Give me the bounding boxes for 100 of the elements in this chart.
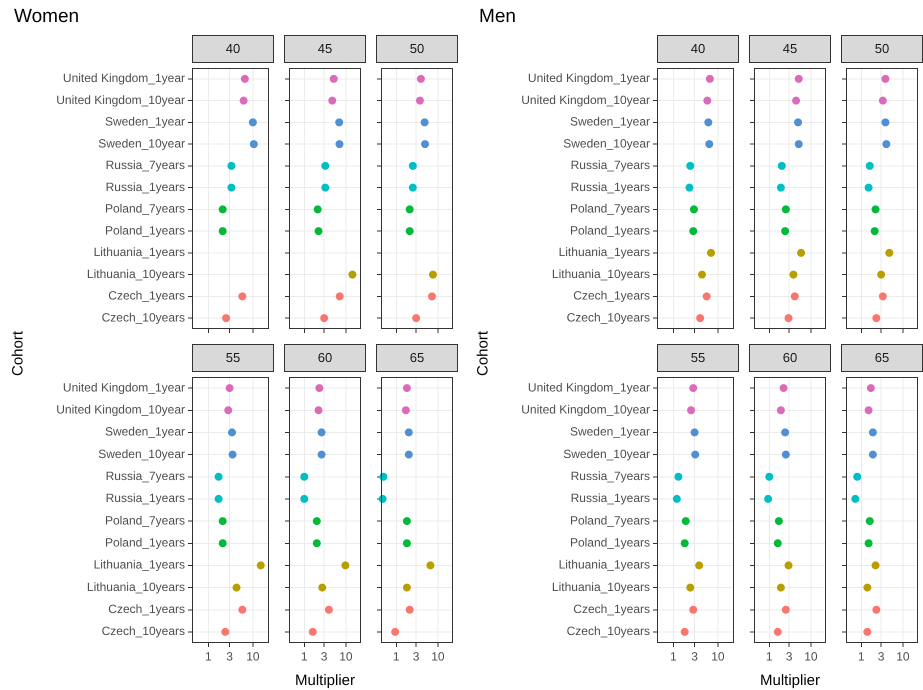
point bbox=[782, 205, 790, 214]
point bbox=[797, 248, 806, 257]
point bbox=[794, 74, 803, 83]
y-tick-label: Lithuania_10years bbox=[552, 266, 650, 281]
y-tick-label: Poland_1years bbox=[570, 536, 650, 550]
x-tick-label: 1 bbox=[204, 650, 212, 664]
y-tick-label: Poland_7years bbox=[570, 202, 650, 216]
point bbox=[426, 561, 434, 570]
y-axis-title: Cohort bbox=[474, 330, 492, 378]
point bbox=[881, 118, 890, 126]
y-tick-label: Czech_1years bbox=[573, 288, 650, 303]
text: Women bbox=[14, 6, 80, 28]
point bbox=[689, 606, 698, 614]
point bbox=[402, 517, 411, 526]
point bbox=[878, 96, 887, 105]
text: Men bbox=[479, 6, 516, 28]
point bbox=[794, 118, 802, 126]
y-tick-label: Poland_1years bbox=[104, 223, 185, 238]
point bbox=[402, 539, 411, 548]
x-tick-label: 10 bbox=[339, 650, 353, 664]
y-tick-label: Russia_1years bbox=[106, 491, 185, 506]
point bbox=[877, 270, 886, 279]
chart-title: 50 bbox=[376, 35, 458, 63]
point bbox=[864, 539, 873, 548]
point bbox=[705, 140, 714, 148]
y-tick-label: Lithuania_1years bbox=[94, 558, 185, 572]
point bbox=[866, 517, 874, 526]
y-tick-label: Poland_7years bbox=[570, 513, 650, 528]
y-tick-label: Lithuania_1years bbox=[94, 245, 185, 260]
x-tick-label: 1 bbox=[670, 650, 677, 664]
point bbox=[863, 628, 872, 636]
x-tick-label: 3 bbox=[786, 650, 793, 664]
x-tick-label: 3 bbox=[878, 650, 885, 664]
point bbox=[336, 292, 344, 300]
point bbox=[706, 248, 715, 257]
y-tick-label: Russia_7years bbox=[106, 469, 185, 484]
y-tick-label: Lithuania_10years bbox=[552, 580, 650, 594]
chart-title: 60 bbox=[749, 344, 831, 372]
y-tick-label: United Kingdom_10year bbox=[521, 92, 650, 107]
y-tick-label: Czech_10years bbox=[102, 624, 185, 638]
point bbox=[335, 118, 344, 126]
chart-title: 45 bbox=[749, 35, 831, 63]
y-tick-label: United Kingdom_10year bbox=[56, 402, 185, 417]
y-tick-label: United Kingdom_1year bbox=[62, 71, 185, 86]
y-tick-label: Lithuania_1years bbox=[558, 558, 650, 572]
x-tick-label: 3 bbox=[226, 650, 234, 664]
chart-title: 55 bbox=[657, 344, 739, 372]
point bbox=[402, 384, 411, 392]
point bbox=[878, 292, 887, 300]
point bbox=[689, 384, 698, 392]
point bbox=[870, 227, 879, 236]
y-tick-label: Czech_10years bbox=[566, 310, 650, 324]
x-tick-label: 10 bbox=[804, 650, 818, 664]
point bbox=[406, 606, 414, 614]
y-tick-label: Czech_1years bbox=[108, 288, 185, 303]
point bbox=[689, 227, 698, 236]
point bbox=[776, 584, 785, 592]
chart-title: 40 bbox=[657, 35, 739, 63]
point bbox=[872, 314, 880, 322]
point bbox=[404, 428, 413, 436]
chart-title: 55 bbox=[192, 344, 274, 372]
chart-title: 65 bbox=[376, 344, 458, 372]
point bbox=[680, 628, 689, 636]
point bbox=[404, 450, 413, 459]
chart-title: 60 bbox=[284, 344, 366, 372]
point bbox=[686, 584, 694, 592]
point bbox=[321, 184, 330, 192]
point bbox=[784, 314, 793, 322]
point bbox=[704, 118, 712, 126]
chart-title: 40 bbox=[192, 35, 274, 63]
x-axis-title: Multiplier bbox=[294, 672, 356, 690]
point bbox=[706, 74, 714, 83]
point bbox=[866, 384, 875, 392]
point bbox=[320, 314, 328, 322]
point bbox=[868, 450, 877, 459]
y-tick-label: Poland_1years bbox=[570, 223, 650, 238]
y-tick-label: Sweden_10year bbox=[98, 136, 185, 150]
point bbox=[402, 584, 411, 592]
point bbox=[687, 406, 696, 414]
point bbox=[682, 517, 690, 526]
y-tick-label: Russia_1years bbox=[570, 180, 650, 194]
point bbox=[781, 428, 790, 436]
point bbox=[328, 96, 336, 105]
y-tick-label: Lithuania_10years bbox=[86, 580, 185, 594]
x-tick-label: 1 bbox=[858, 650, 865, 664]
chart-title: 45 bbox=[284, 35, 366, 63]
y-tick-label: Russia_1years bbox=[106, 180, 185, 194]
y-tick-label: Lithuania_10years bbox=[86, 266, 185, 281]
x-tick-label: 3 bbox=[691, 650, 698, 664]
y-tick-label: Czech_10years bbox=[566, 624, 650, 638]
chart-title: 65 bbox=[841, 344, 923, 372]
x-tick-label: 10 bbox=[246, 650, 260, 664]
y-tick-label: Czech_1years bbox=[573, 602, 650, 616]
point bbox=[782, 450, 790, 459]
y-tick-label: Russia_7years bbox=[106, 158, 185, 172]
point bbox=[882, 140, 890, 148]
chart-title: 50 bbox=[841, 35, 923, 63]
point bbox=[872, 561, 880, 570]
point bbox=[330, 74, 338, 83]
point bbox=[774, 628, 782, 636]
